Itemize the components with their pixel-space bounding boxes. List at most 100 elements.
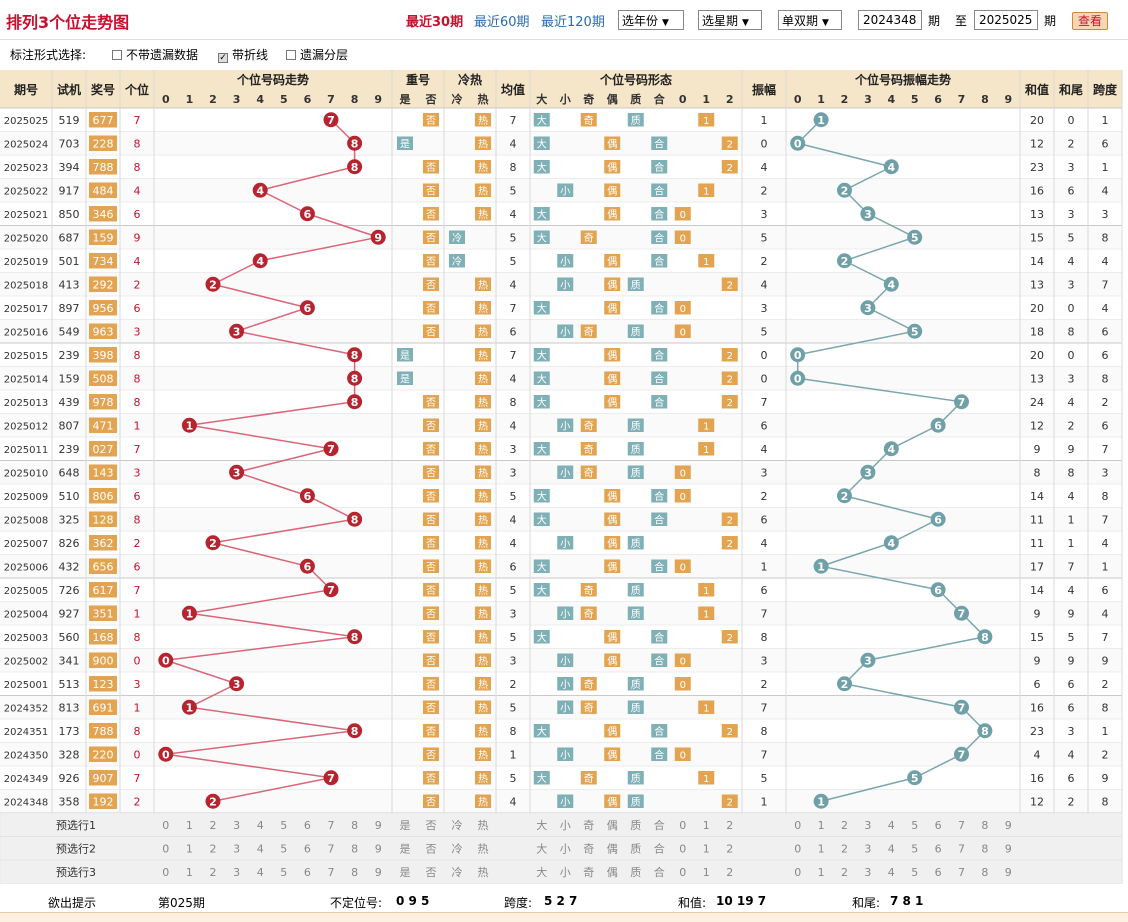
preselect-amp-digit: 6	[935, 819, 942, 832]
form-cell: 2	[727, 139, 733, 150]
form-cell: 合	[654, 372, 664, 385]
form-cell: 2	[727, 539, 733, 550]
top-toolbar: 排列3个位走势图 最近30期 最近60期 最近120期 选年份 ▼ 选星期 ▼ 单双…	[0, 0, 1128, 40]
form-cell: 奇	[584, 701, 594, 714]
trend-ball-label: 3	[233, 325, 241, 338]
option-text: 带折线	[232, 48, 269, 62]
preselect-digit: 1	[186, 842, 193, 855]
form-sub-header: 1	[702, 93, 710, 106]
to-issue-input[interactable]: 2025025	[974, 10, 1038, 30]
form-mark	[533, 230, 550, 244]
checkbox-icon[interactable]	[112, 50, 122, 60]
hotcold-mark	[475, 160, 491, 174]
trend-ball-label: 8	[351, 137, 359, 150]
hotcold-mark	[475, 700, 491, 714]
amp-digit-header: 7	[958, 93, 966, 106]
form-cell: 1	[703, 703, 709, 714]
sum-cell: 14	[1030, 255, 1044, 268]
recent-30-link[interactable]: 最近30期	[406, 15, 464, 30]
repeat-cell: 否	[426, 115, 436, 127]
prize-badge	[89, 417, 117, 433]
trial-cell: 560	[59, 631, 80, 644]
form-cell: 大	[537, 772, 547, 785]
hotcold-cell: 热	[478, 302, 488, 315]
table-row-bg	[0, 366, 1122, 390]
preselect-digit: 5	[280, 819, 287, 832]
preselect-amp-digit: 0	[794, 866, 801, 879]
checkbox-checked-icon[interactable]: ✓	[218, 53, 228, 63]
amp-ball-label: 3	[864, 466, 872, 479]
form-cell: 0	[680, 210, 686, 221]
recent-120-link[interactable]: 最近120期	[541, 15, 605, 30]
sum-cell: 16	[1030, 701, 1044, 714]
repeat-mark	[423, 559, 439, 573]
sum-cell: 13	[1030, 208, 1044, 221]
repeat-cell: 是	[400, 373, 410, 385]
option-layer[interactable]: 遗漏分层	[286, 46, 348, 63]
col-header-span: 跨度	[1093, 82, 1118, 97]
tips-pos-label: 不定位号:	[330, 896, 383, 910]
unit-cell: 1	[134, 701, 141, 714]
form-mark	[604, 301, 621, 315]
preselect-digit: 5	[280, 866, 287, 879]
amp-ball-label: 0	[794, 372, 802, 385]
sumtail-cell: 3	[1068, 372, 1075, 385]
form-mark	[627, 465, 644, 479]
issue-cell: 2025016	[4, 327, 49, 338]
view-button[interactable]: 查看	[1072, 12, 1108, 30]
form-sub-header: 偶	[607, 92, 618, 106]
form-cell: 合	[654, 137, 664, 150]
option-line[interactable]: ✓ 带折线	[218, 46, 268, 63]
repeat-cell: 否	[426, 420, 436, 432]
span-cell: 3	[1102, 466, 1109, 479]
hotcold-mark	[475, 653, 491, 667]
form-mark	[557, 700, 574, 714]
repeat-mark	[423, 630, 439, 644]
form-cell: 偶	[607, 372, 617, 385]
sum-cell: 13	[1030, 372, 1044, 385]
span-cell: 6	[1102, 584, 1109, 597]
table-row-bg	[0, 296, 1122, 320]
sum-cell: 18	[1030, 325, 1044, 338]
amp-cell: 3	[761, 302, 768, 315]
tips-sum: 10 19 7	[716, 894, 767, 908]
chevron-down-icon: ▼	[742, 18, 749, 28]
trend-line	[165, 119, 382, 802]
form-mark	[651, 301, 668, 315]
span-cell: 4	[1102, 302, 1109, 315]
repeat-mark	[423, 254, 439, 268]
year-select[interactable]: 选年份 ▼	[618, 10, 684, 30]
span-cell: 4	[1102, 607, 1109, 620]
recent-60-link[interactable]: 最近60期	[474, 15, 530, 30]
checkbox-icon[interactable]	[286, 50, 296, 60]
prize-cell: 159	[93, 231, 114, 244]
sum-cell: 12	[1030, 137, 1044, 150]
avg-cell: 4	[510, 208, 517, 221]
from-issue-input[interactable]: 2024348	[858, 10, 922, 30]
repeat-mark	[423, 442, 439, 456]
week-select[interactable]: 选星期 ▼	[698, 10, 762, 30]
form-mark	[627, 418, 644, 432]
form-mark	[698, 583, 715, 597]
hotcold-mark	[475, 442, 491, 456]
table-header-bg	[0, 70, 1122, 108]
col-header-prize: 奖号	[91, 82, 115, 97]
trend-digit-header: 1	[186, 93, 194, 106]
option-no-miss[interactable]: 不带遗漏数据	[112, 46, 198, 63]
preselect-digit: 3	[233, 819, 240, 832]
form-mark	[721, 630, 738, 644]
form-cell: 偶	[607, 349, 617, 362]
col-header-sum: 和值	[1024, 82, 1049, 97]
repeat-cell: 是	[400, 350, 410, 362]
trial-cell: 239	[59, 349, 80, 362]
form-mark	[651, 348, 668, 362]
prize-cell: 978	[93, 396, 114, 409]
span-cell: 8	[1102, 490, 1109, 503]
hotcold-mark	[475, 747, 491, 761]
parity-select[interactable]: 单双期 ▼	[778, 10, 842, 30]
sumtail-cell: 1	[1068, 537, 1075, 550]
preselect-digit: 7	[328, 842, 335, 855]
form-cell: 1	[703, 586, 709, 597]
form-cell: 0	[680, 680, 686, 691]
preselect-digit: 9	[375, 842, 382, 855]
